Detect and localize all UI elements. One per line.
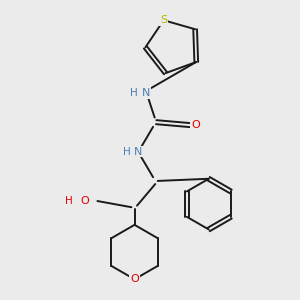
- Text: O: O: [191, 120, 200, 130]
- Text: H: H: [130, 88, 138, 98]
- Text: N: N: [142, 88, 151, 98]
- Text: H: H: [123, 146, 130, 157]
- Text: O: O: [130, 274, 139, 284]
- Text: O: O: [80, 196, 89, 206]
- Text: S: S: [160, 15, 167, 25]
- Text: N: N: [134, 146, 143, 157]
- Text: H: H: [65, 196, 73, 206]
